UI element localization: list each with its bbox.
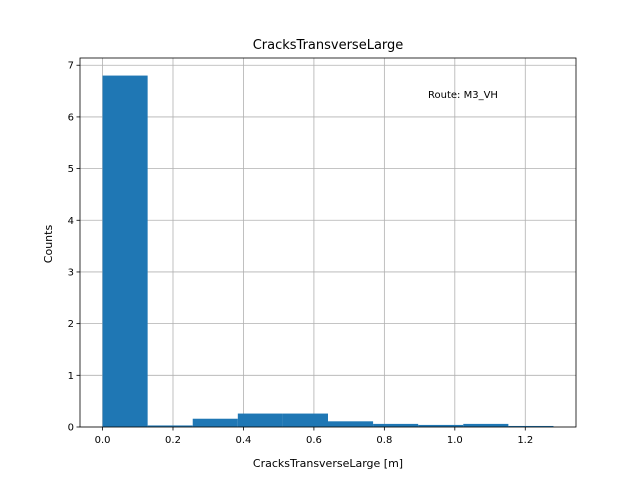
grid-lines xyxy=(80,58,576,428)
y-tick-label: 2 xyxy=(68,319,74,330)
y-tick-label: 1 xyxy=(68,371,74,382)
x-tick-label: 0.8 xyxy=(376,435,392,446)
histogram-bar-1 xyxy=(147,425,193,427)
histogram-bar-5 xyxy=(328,421,374,427)
histogram-bar-3 xyxy=(237,413,283,427)
histogram-bars xyxy=(102,75,554,428)
x-tick-label: 0.0 xyxy=(95,435,111,446)
y-tick-label: 5 xyxy=(68,164,74,175)
histogram-bar-9 xyxy=(508,425,554,427)
x-tick-label: 0.4 xyxy=(236,435,252,446)
histogram-bar-6 xyxy=(373,423,419,427)
y-axis-ticks: 0 1 2 3 4 5 6 7 xyxy=(68,61,80,434)
histogram-bar-0 xyxy=(102,75,148,428)
x-tick-label: 0.2 xyxy=(165,435,181,446)
x-tick-label: 0.6 xyxy=(306,435,322,446)
y-axis-label: Counts xyxy=(42,225,55,264)
x-tick-label: 1.2 xyxy=(517,435,533,446)
histogram-bar-8 xyxy=(463,423,509,427)
y-tick-label: 0 xyxy=(68,423,74,434)
histogram-bar-4 xyxy=(282,413,328,427)
histogram-bar-2 xyxy=(192,418,238,427)
y-tick-label: 4 xyxy=(68,216,74,227)
chart-title: CracksTransverseLarge xyxy=(253,38,404,53)
histogram-bar-7 xyxy=(418,424,464,427)
route-annotation: Route: M3_VH xyxy=(428,90,498,101)
x-tick-label: 1.0 xyxy=(447,435,463,446)
y-tick-label: 6 xyxy=(68,112,74,123)
y-tick-label: 7 xyxy=(68,61,74,72)
x-axis-label: CracksTransverseLarge [m] xyxy=(253,457,403,470)
x-axis-ticks: 0.0 0.2 0.4 0.6 0.8 1.0 1.2 xyxy=(95,427,533,446)
plot-frame xyxy=(79,57,577,428)
y-tick-label: 3 xyxy=(68,267,74,278)
